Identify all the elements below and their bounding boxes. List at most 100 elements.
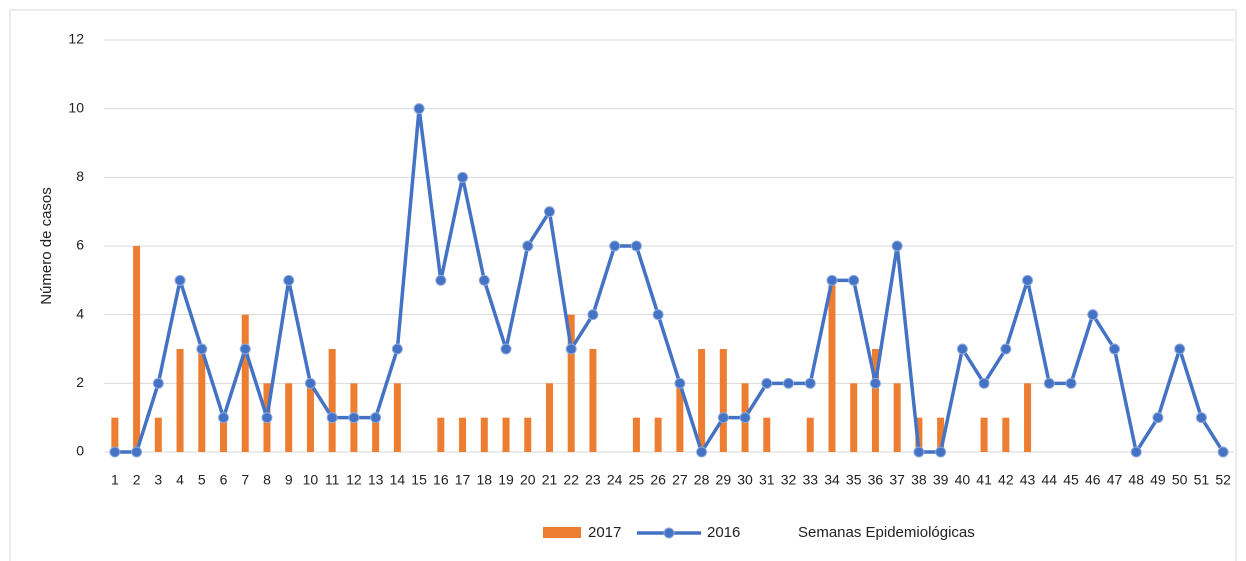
x-tick-label: 8 [263,472,271,488]
bar [133,246,141,452]
line-marker [696,446,708,458]
x-tick-label: 50 [1172,472,1188,488]
x-tick-label: 51 [1194,472,1210,488]
line-marker [804,377,816,389]
line-marker [522,240,534,252]
line-marker [587,309,599,321]
bar [502,417,510,452]
line-marker [283,274,295,286]
bar [719,349,727,452]
x-tick-label: 17 [455,472,471,488]
bar [763,417,771,452]
x-tick-label: 52 [1215,472,1231,488]
x-tick-label: 6 [220,472,228,488]
x-tick-label: 38 [911,472,927,488]
line-marker [413,103,425,115]
bar [524,417,532,452]
x-tick-label: 37 [889,472,905,488]
x-tick-label: 44 [1041,472,1057,488]
x-tick-label: 29 [716,472,732,488]
line-marker [565,343,577,355]
x-tick-label: 41 [976,472,992,488]
x-tick-label: 21 [542,472,558,488]
y-tick-label: 10 [68,99,84,115]
line-marker [1108,343,1120,355]
x-tick-label: 7 [241,472,249,488]
bar [328,349,336,452]
x-tick-label: 36 [868,472,884,488]
line-marker [956,343,968,355]
x-tick-label: 20 [520,472,536,488]
line-marker [891,240,903,252]
x-tick-label: 46 [1085,472,1101,488]
line-marker [261,412,273,424]
line-marker [239,343,251,355]
x-tick-label: 27 [672,472,688,488]
line-marker [1195,412,1207,424]
bar [480,417,488,452]
x-tick-label: 31 [759,472,775,488]
bar [871,349,879,452]
line-marker [218,412,230,424]
y-tick-label: 6 [76,237,84,253]
bar [676,383,684,452]
x-tick-label: 3 [154,472,162,488]
line-marker [543,206,555,218]
x-tick-label: 9 [285,472,293,488]
legend-swatch [543,527,581,538]
line-marker [739,412,751,424]
x-tick-label: 22 [563,472,579,488]
bar [980,417,988,452]
bar [893,383,901,452]
line-marker [826,274,838,286]
line-marker [326,412,338,424]
line-marker [435,274,447,286]
line-marker [1152,412,1164,424]
bar [937,417,945,452]
x-tick-label: 28 [694,472,710,488]
line-marker [978,377,990,389]
line-marker [652,309,664,321]
bar [220,417,228,452]
bar [154,417,162,452]
x-tick-label: 39 [933,472,949,488]
line-marker [196,343,208,355]
x-tick-label: 1 [111,472,119,488]
line-marker [457,171,469,183]
x-tick-label: 26 [650,472,666,488]
x-tick-label: 33 [802,472,818,488]
x-tick-label: 49 [1150,472,1166,488]
bar [1002,417,1010,452]
x-tick-label: 2 [133,472,141,488]
line-marker [761,377,773,389]
bar [915,417,923,452]
bar [654,417,662,452]
line-marker [1087,309,1099,321]
line-marker [304,377,316,389]
x-tick-label: 10 [303,472,319,488]
y-tick-label: 12 [68,31,84,47]
x-tick-label: 19 [498,472,514,488]
x-tick-label: 13 [368,472,384,488]
line-marker [391,343,403,355]
bar [850,383,858,452]
x-tick-label: 18 [476,472,492,488]
y-axis-label: Número de casos [38,187,55,305]
x-tick-label: 15 [411,472,427,488]
bar [589,349,597,452]
bar [393,383,401,452]
x-tick-label: 45 [1063,472,1079,488]
legend-label: 2017 [588,524,621,541]
line-marker [783,377,795,389]
line-marker [1065,377,1077,389]
x-tick-label: 42 [998,472,1014,488]
line-marker [348,412,360,424]
x-tick-label: 40 [955,472,971,488]
line-marker [913,446,925,458]
x-axis-label: Semanas Epidemiológicas [798,524,975,541]
legend-swatch-marker [663,527,675,539]
y-tick-label: 0 [76,443,84,459]
bar [241,314,249,452]
line [114,106,1225,454]
